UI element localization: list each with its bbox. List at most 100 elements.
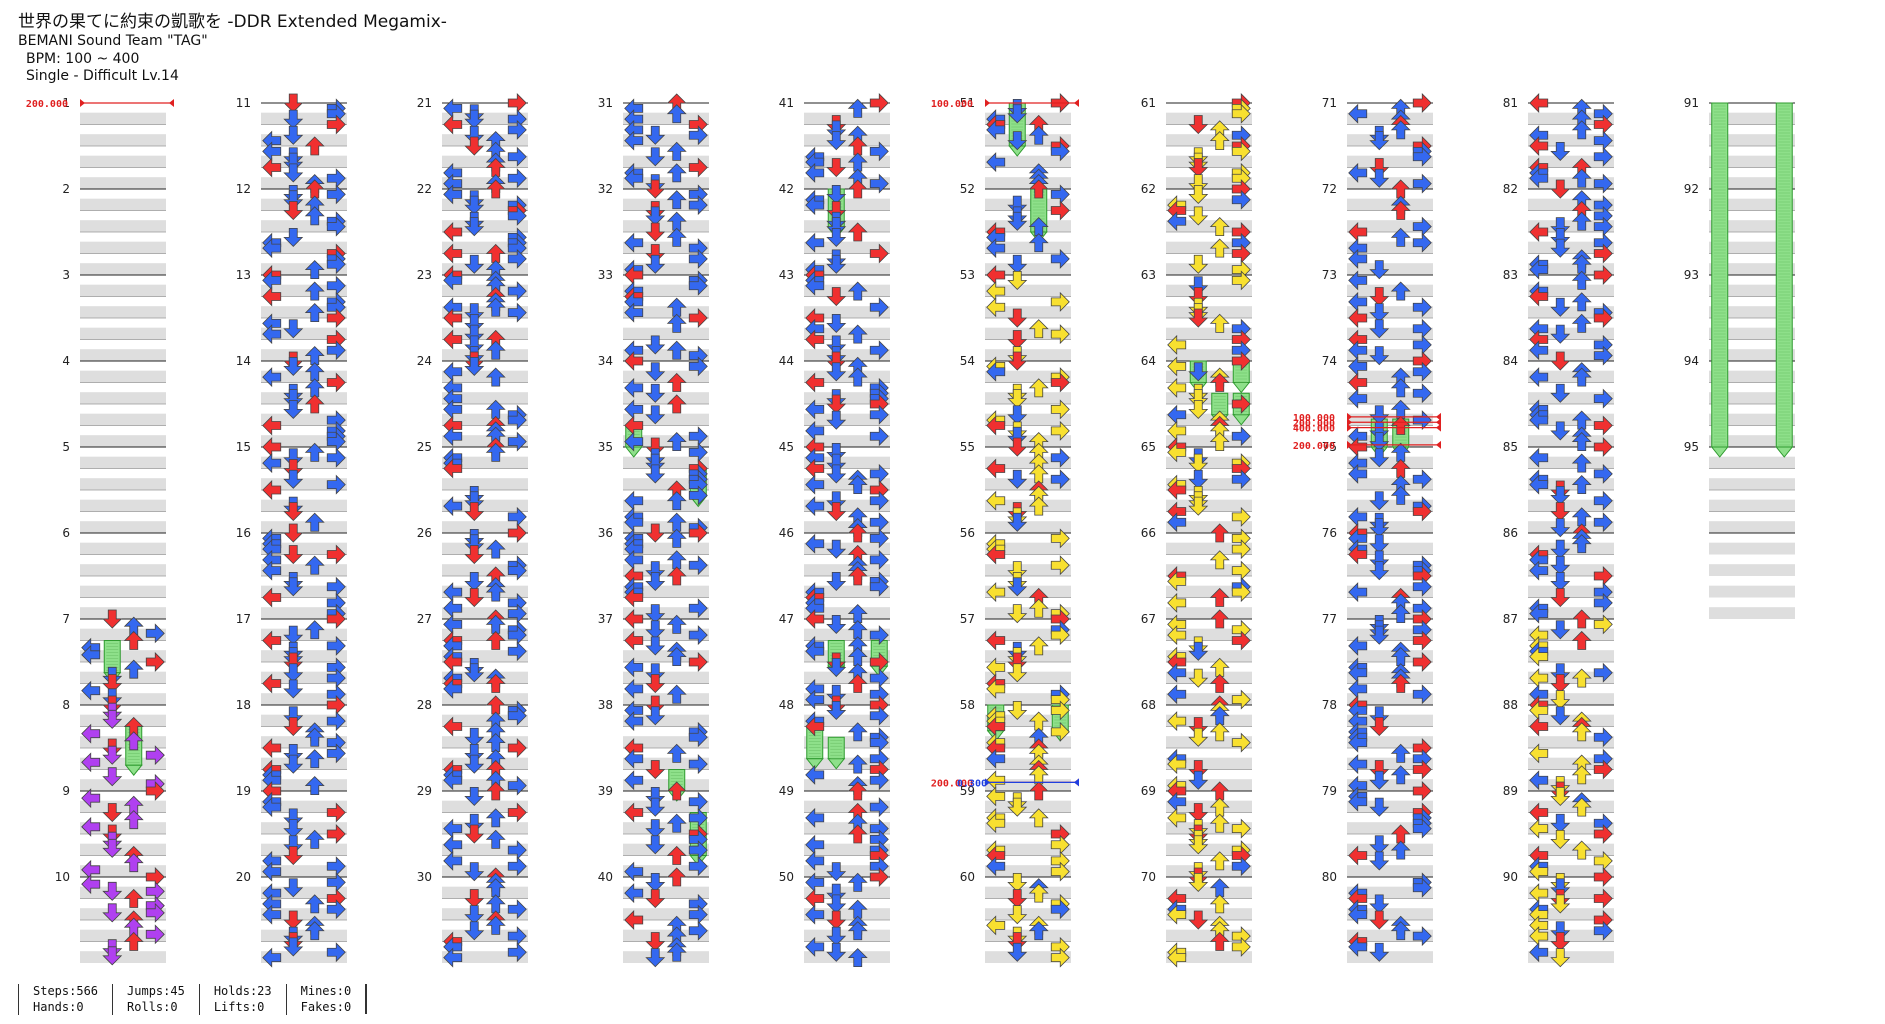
arrow-note bbox=[645, 147, 666, 167]
beat-band bbox=[1166, 284, 1252, 297]
bpm-marker-tail bbox=[169, 99, 174, 107]
arrow-note bbox=[826, 700, 847, 720]
beat-band bbox=[442, 198, 528, 211]
beat-band bbox=[1528, 671, 1614, 684]
arrow-note bbox=[1369, 835, 1390, 855]
arrow-note bbox=[283, 625, 304, 645]
arrow-note bbox=[1550, 383, 1571, 403]
arrow-note bbox=[688, 275, 708, 296]
beat-band bbox=[1347, 435, 1433, 447]
arrow-note bbox=[826, 539, 847, 559]
measure-number: 51 bbox=[960, 96, 975, 110]
arrow-note bbox=[123, 931, 144, 951]
beat-band bbox=[80, 542, 166, 555]
beat-band bbox=[442, 134, 528, 146]
arrow-note bbox=[847, 98, 868, 118]
arrow-note bbox=[1593, 759, 1613, 780]
arrow-note bbox=[1167, 625, 1187, 646]
beat-band bbox=[80, 435, 166, 447]
arrow-note bbox=[666, 491, 687, 511]
arrow-note bbox=[1007, 104, 1028, 124]
arrow-note bbox=[464, 109, 485, 129]
arrow-note bbox=[826, 227, 847, 247]
arrow-note bbox=[1412, 877, 1432, 898]
arrow-note bbox=[1593, 146, 1613, 167]
beat-band bbox=[442, 843, 528, 856]
arrow-note bbox=[102, 609, 123, 629]
arrow-note bbox=[1209, 523, 1230, 543]
beat-band bbox=[1166, 198, 1252, 211]
beat-band bbox=[1347, 306, 1433, 318]
arrow-note bbox=[1007, 469, 1028, 489]
beat-band bbox=[1709, 349, 1795, 361]
arrow-note bbox=[826, 614, 847, 634]
arrow-note bbox=[1529, 259, 1549, 280]
beat-band bbox=[1347, 736, 1433, 748]
beat-band bbox=[442, 650, 528, 662]
arrow-note bbox=[869, 404, 889, 425]
arrow-note bbox=[464, 356, 485, 376]
arrow-note bbox=[283, 937, 304, 957]
arrow-note bbox=[986, 582, 1006, 603]
arrow-note bbox=[1550, 571, 1571, 591]
arrow-note bbox=[102, 803, 123, 823]
beat-band bbox=[442, 671, 528, 684]
arrow-note bbox=[869, 426, 889, 447]
arrow-note bbox=[1593, 614, 1613, 635]
beat-band bbox=[985, 198, 1071, 211]
arrow-note bbox=[1348, 754, 1368, 775]
measure-number: 70 bbox=[1141, 870, 1156, 884]
arrow-note bbox=[464, 491, 485, 511]
measure-number: 2 bbox=[62, 182, 70, 196]
beat-band bbox=[1347, 177, 1433, 189]
bpm-marker-head bbox=[1347, 440, 1352, 449]
arrow-note bbox=[485, 673, 506, 693]
beat-band bbox=[80, 929, 166, 942]
beat-band bbox=[804, 521, 890, 533]
arrow-note bbox=[1550, 238, 1571, 258]
measure-number: 84 bbox=[1503, 354, 1518, 368]
arrow-note bbox=[464, 303, 485, 323]
beat-band bbox=[261, 929, 347, 942]
beat-band bbox=[1347, 327, 1433, 340]
arrow-note bbox=[624, 910, 644, 930]
arrow-note bbox=[826, 883, 847, 903]
arrow-note bbox=[826, 894, 847, 914]
arrow-note bbox=[283, 819, 304, 839]
arrow-note bbox=[645, 244, 666, 264]
arrow-note bbox=[1188, 727, 1209, 747]
beat-band bbox=[442, 177, 528, 189]
arrow-note bbox=[283, 523, 304, 543]
arrow-note bbox=[826, 502, 847, 522]
arrow-note bbox=[443, 308, 463, 328]
beat-band bbox=[261, 112, 347, 125]
arrow-note bbox=[826, 942, 847, 962]
beat-band bbox=[623, 327, 709, 340]
arrow-note bbox=[507, 775, 527, 796]
arrow-note bbox=[1593, 592, 1613, 613]
beat-band bbox=[1709, 435, 1795, 447]
arrow-note bbox=[507, 93, 527, 113]
arrow-note bbox=[102, 745, 123, 765]
arrow-note bbox=[1209, 238, 1230, 258]
arrow-note bbox=[102, 674, 123, 694]
measure-number: 16 bbox=[236, 526, 251, 540]
measure-number: 21 bbox=[417, 96, 432, 110]
arrow-note bbox=[507, 146, 527, 167]
arrow-note bbox=[826, 464, 847, 484]
arrow-note bbox=[1550, 217, 1571, 237]
beat-band bbox=[442, 564, 528, 576]
measure-number: 90 bbox=[1503, 870, 1518, 884]
hold-tail bbox=[1710, 446, 1729, 458]
beat-band bbox=[261, 521, 347, 533]
arrow-note bbox=[1593, 888, 1613, 909]
arrow-note bbox=[283, 808, 304, 828]
arrow-note bbox=[1369, 287, 1390, 307]
arrow-note bbox=[1167, 754, 1187, 775]
beat-band bbox=[985, 134, 1071, 146]
arrow-note bbox=[805, 162, 825, 183]
beat-band bbox=[985, 456, 1071, 469]
arrow-note bbox=[869, 173, 889, 194]
measure-number: 13 bbox=[236, 268, 251, 282]
arrow-note bbox=[1369, 168, 1390, 188]
